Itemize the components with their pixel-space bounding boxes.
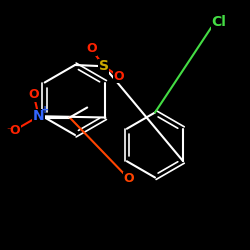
- Text: O: O: [86, 42, 97, 55]
- Text: ⁻: ⁻: [6, 126, 11, 136]
- Text: N: N: [33, 109, 44, 123]
- Text: +: +: [41, 105, 49, 115]
- Text: O: O: [10, 124, 20, 136]
- Text: O: O: [114, 70, 124, 83]
- Text: O: O: [124, 172, 134, 185]
- Text: O: O: [28, 88, 39, 102]
- Text: Cl: Cl: [211, 16, 226, 30]
- Text: S: S: [99, 59, 109, 73]
